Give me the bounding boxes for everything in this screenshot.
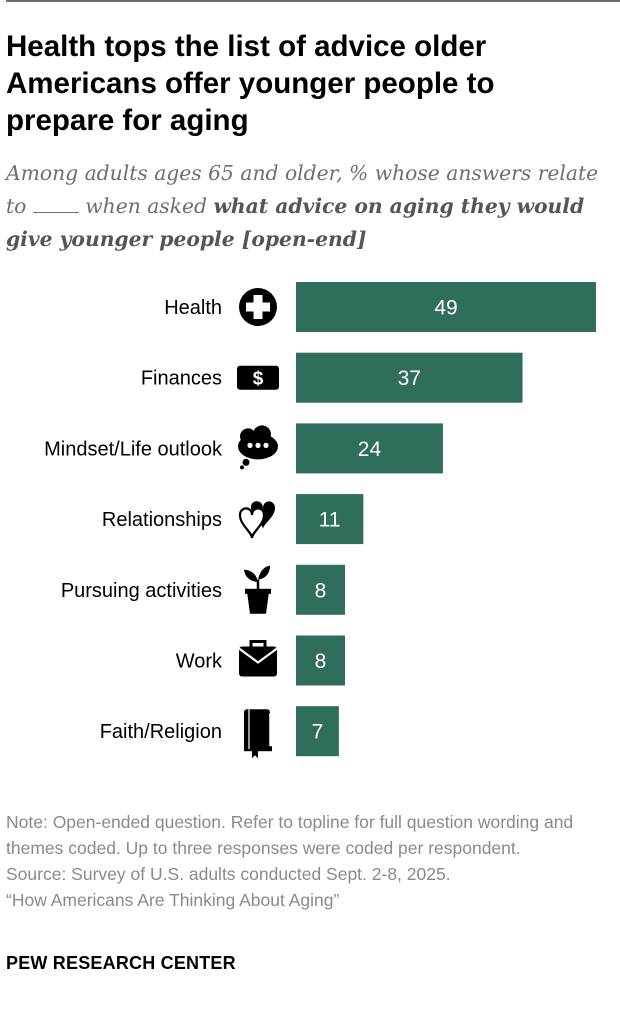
book-icon [244, 709, 272, 759]
bar-value-label: 7 [312, 721, 324, 744]
bar-row: 8 Pursuing activities [61, 564, 345, 615]
dollar-bill-icon: $ [237, 365, 279, 390]
subtitle-bold: what advice on aging they would give you… [6, 194, 585, 251]
note-text: Note: Open-ended question. Refer to topl… [6, 812, 574, 858]
top-rule [6, 0, 620, 2]
category-label: Mindset/Life outlook [44, 438, 223, 460]
thought-bubble-icon [238, 425, 278, 470]
bar-value-label: 8 [315, 650, 327, 673]
bar-row: 7 Faith/Religion [100, 706, 339, 759]
category-label: Finances [141, 368, 222, 390]
health-cross-icon [239, 288, 277, 326]
bar-value-label: 37 [398, 367, 421, 390]
bar-value-label: 8 [315, 579, 327, 602]
briefcase-icon [238, 640, 278, 677]
report-title: “How Americans Are Thinking About Aging” [6, 890, 340, 910]
potted-plant-icon [244, 565, 271, 614]
subtitle-mid: when asked [85, 194, 207, 218]
svg-text:$: $ [253, 369, 264, 390]
bar-value-label: 49 [434, 297, 457, 320]
bar-row: 49 Health [164, 282, 596, 332]
bar [296, 282, 596, 332]
bar [296, 564, 345, 615]
category-label: Pursuing activities [61, 580, 222, 602]
chart-subtitle: Among adults ages 65 and older, % whose … [6, 157, 618, 256]
category-label: Work [176, 651, 223, 673]
bar [296, 352, 523, 403]
category-label: Faith/Religion [100, 721, 222, 743]
two-hearts-icon [238, 501, 275, 539]
bar [296, 494, 364, 545]
notes-block: Note: Open-ended question. Refer to topl… [6, 809, 606, 913]
bar-row: 11 Relationships [102, 494, 364, 545]
bar [296, 635, 345, 686]
bar-row: 24 Mindset/Life outlook [44, 423, 443, 474]
bar-row: 8 Work [176, 635, 345, 686]
category-label: Health [164, 297, 222, 319]
blank-line [32, 196, 79, 213]
source-text: Source: Survey of U.S. adults conducted … [6, 864, 451, 884]
bar-value-label: 11 [319, 509, 341, 532]
subtitle-lead: Among adults ages 65 and older, % whose … [6, 161, 599, 218]
bar [296, 706, 339, 757]
bar-value-label: 24 [358, 438, 382, 461]
bar-chart: 49 Health 37 Finances $24 Mindset/Life outloo… [44, 282, 596, 759]
category-label: Relationships [102, 509, 222, 531]
bar [296, 423, 443, 474]
bar-row: 37 Finances $ [141, 352, 523, 403]
chart-title: Health tops the list of advice older Ame… [6, 30, 495, 137]
pew-logo: PEW RESEARCH CENTER [6, 953, 236, 973]
